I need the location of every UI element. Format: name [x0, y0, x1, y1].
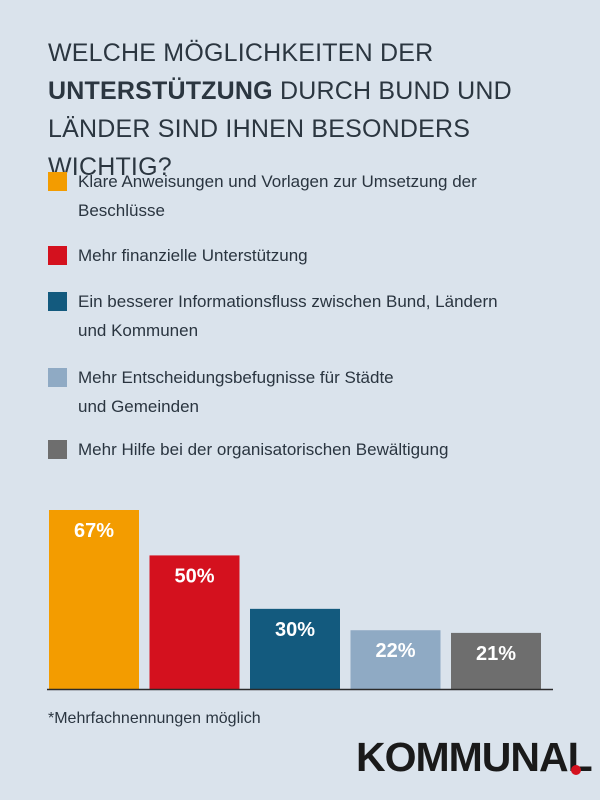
legend-swatch-2	[48, 246, 67, 265]
bar-value-label-1: 67%	[74, 520, 114, 542]
legend-label-5: Mehr Hilfe bei der organisatorischen Bew…	[78, 440, 449, 459]
bar-2	[149, 555, 240, 689]
legend-swatch-4	[48, 368, 67, 387]
bar-value-label-3: 30%	[275, 619, 315, 641]
chart-title: WELCHE MÖGLICHKEITEN DER UNTERSTÜTZUNG D…	[48, 34, 568, 186]
brand-logo: KOMMUNAL	[356, 734, 593, 780]
title-emphasis: UNTERSTÜTZUNG	[48, 77, 273, 105]
bar-value-label-5: 21%	[476, 643, 516, 665]
title-line-3: LÄNDER SIND IHNEN BESONDERS WICHTIG?	[48, 115, 471, 181]
legend-swatch-5	[48, 440, 67, 459]
legend-swatch-3	[48, 292, 67, 311]
bar-5	[451, 632, 541, 689]
title-line-2: DURCH BUND UND	[272, 77, 512, 105]
bar-1	[49, 510, 139, 689]
legend-label-3: Ein besserer Informationsfluss zwischen …	[78, 292, 498, 340]
legend-label-2: Mehr finanzielle Unterstützung	[78, 246, 308, 265]
bar-3	[250, 608, 340, 689]
legend-label-1: Klare Anweisungen und Vorlagen zur Umset…	[78, 172, 477, 220]
bar-value-label-4: 22%	[375, 640, 415, 662]
bar-value-label-2: 50%	[174, 565, 214, 587]
title-line-1: WELCHE MÖGLICHKEITEN DER	[48, 39, 434, 67]
footnote: *Mehrfachnennungen möglich	[48, 710, 261, 727]
legend-label-4: Mehr Entscheidungsbefugnisse für Städte …	[78, 368, 394, 416]
bar-4	[350, 630, 441, 689]
legend-swatch-1	[48, 172, 67, 191]
brand-logo-dot	[571, 765, 581, 775]
